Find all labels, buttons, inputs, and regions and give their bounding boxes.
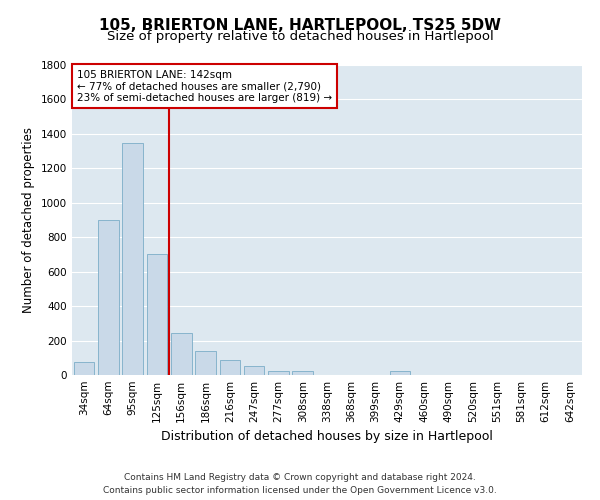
X-axis label: Distribution of detached houses by size in Hartlepool: Distribution of detached houses by size …	[161, 430, 493, 444]
Bar	[122, 142, 143, 375]
Bar	[74, 362, 94, 375]
Bar	[98, 220, 119, 375]
Bar	[220, 360, 240, 375]
Bar	[268, 370, 289, 375]
Y-axis label: Number of detached properties: Number of detached properties	[22, 127, 35, 313]
Bar	[171, 333, 191, 375]
Text: 105 BRIERTON LANE: 142sqm
← 77% of detached houses are smaller (2,790)
23% of se: 105 BRIERTON LANE: 142sqm ← 77% of detac…	[77, 70, 332, 103]
Text: Contains HM Land Registry data © Crown copyright and database right 2024.
Contai: Contains HM Land Registry data © Crown c…	[103, 474, 497, 495]
Bar	[389, 370, 410, 375]
Bar	[292, 370, 313, 375]
Text: Size of property relative to detached houses in Hartlepool: Size of property relative to detached ho…	[107, 30, 493, 43]
Text: 105, BRIERTON LANE, HARTLEPOOL, TS25 5DW: 105, BRIERTON LANE, HARTLEPOOL, TS25 5DW	[99, 18, 501, 32]
Bar	[146, 254, 167, 375]
Bar	[195, 351, 216, 375]
Bar	[244, 366, 265, 375]
